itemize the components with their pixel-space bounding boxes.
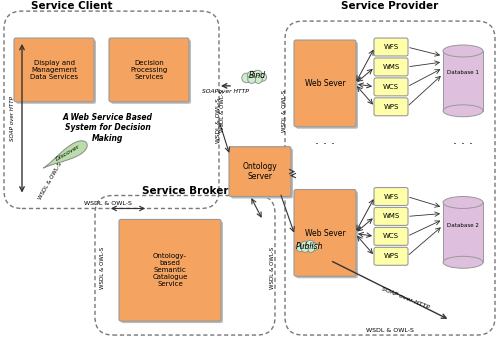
FancyBboxPatch shape [374,38,408,56]
Text: . . .: . . . [315,134,335,147]
Text: WPS: WPS [384,104,398,110]
Text: Database 2: Database 2 [447,223,479,228]
Circle shape [301,241,309,249]
Text: . . .: . . . [453,134,473,147]
Text: Discover: Discover [55,144,81,162]
Text: WCS: WCS [383,84,399,90]
Circle shape [253,70,262,80]
Circle shape [254,76,262,83]
FancyBboxPatch shape [14,38,94,102]
Text: Publish: Publish [296,242,324,251]
Text: WSDL & OWL-S: WSDL & OWL-S [100,247,104,289]
Text: WFS: WFS [384,44,398,50]
Text: SOAP over HTTP: SOAP over HTTP [10,96,16,141]
Text: WMS: WMS [382,214,400,219]
Text: A Web Service Based
System for Decision
Making: A Web Service Based System for Decision … [63,113,153,142]
FancyBboxPatch shape [374,58,408,76]
FancyBboxPatch shape [374,247,408,265]
FancyBboxPatch shape [296,191,358,278]
Text: Decision
Processing
Services: Decision Processing Services [130,60,168,80]
Text: WPS: WPS [384,253,398,259]
FancyBboxPatch shape [374,208,408,225]
Circle shape [306,240,315,249]
Text: WCS: WCS [383,233,399,239]
Circle shape [258,73,266,81]
Text: Bind: Bind [248,71,266,80]
Text: Database 1: Database 1 [447,70,479,75]
FancyBboxPatch shape [294,40,356,127]
Text: SOAPover HTTP: SOAPover HTTP [202,89,248,94]
FancyBboxPatch shape [374,228,408,245]
Text: WSDL & OWL-S: WSDL & OWL-S [84,201,132,206]
Polygon shape [44,141,87,168]
FancyBboxPatch shape [231,149,293,198]
Ellipse shape [443,256,483,268]
Text: WSDL & OWL-S: WSDL & OWL-S [38,161,62,200]
Text: WSDL & OWL-S: WSDL & OWL-S [282,90,288,132]
Text: WSDL & OWL-S: WSDL & OWL-S [220,90,224,132]
Text: WSDL & OWL-S: WSDL & OWL-S [216,98,220,143]
Ellipse shape [443,196,483,209]
Circle shape [248,71,256,80]
Text: Display and
Management
Data Services: Display and Management Data Services [30,60,78,80]
FancyBboxPatch shape [121,222,223,323]
Text: SOAP over HTTP: SOAP over HTTP [380,286,430,310]
Polygon shape [443,51,483,111]
Circle shape [312,243,318,250]
Circle shape [296,243,305,252]
Circle shape [308,245,314,252]
Text: WSDL & OWL-S: WSDL & OWL-S [366,328,414,332]
Text: Service Provider: Service Provider [342,1,438,11]
Text: Ontology
Server: Ontology Server [242,162,278,181]
Text: Ontology-
based
Semantic
Catalogue
Service: Ontology- based Semantic Catalogue Servi… [152,253,188,287]
FancyBboxPatch shape [229,147,291,196]
FancyBboxPatch shape [296,42,358,129]
Circle shape [248,76,256,83]
Text: WMS: WMS [382,64,400,70]
Ellipse shape [443,45,483,57]
FancyBboxPatch shape [111,40,191,104]
Ellipse shape [443,105,483,117]
FancyBboxPatch shape [374,78,408,96]
FancyBboxPatch shape [119,219,221,321]
FancyBboxPatch shape [294,190,356,276]
Circle shape [242,73,252,83]
Text: Service Broker: Service Broker [142,186,228,196]
FancyBboxPatch shape [374,188,408,205]
Text: WFS: WFS [384,194,398,199]
Text: WSDL & OWL-S: WSDL & OWL-S [270,247,274,289]
FancyBboxPatch shape [374,98,408,116]
Text: Web Sever: Web Sever [304,79,346,89]
Circle shape [302,245,308,252]
FancyBboxPatch shape [16,40,96,104]
Text: Service Client: Service Client [31,1,113,11]
Text: Web Sever: Web Sever [304,229,346,238]
Polygon shape [443,203,483,262]
FancyBboxPatch shape [109,38,189,102]
